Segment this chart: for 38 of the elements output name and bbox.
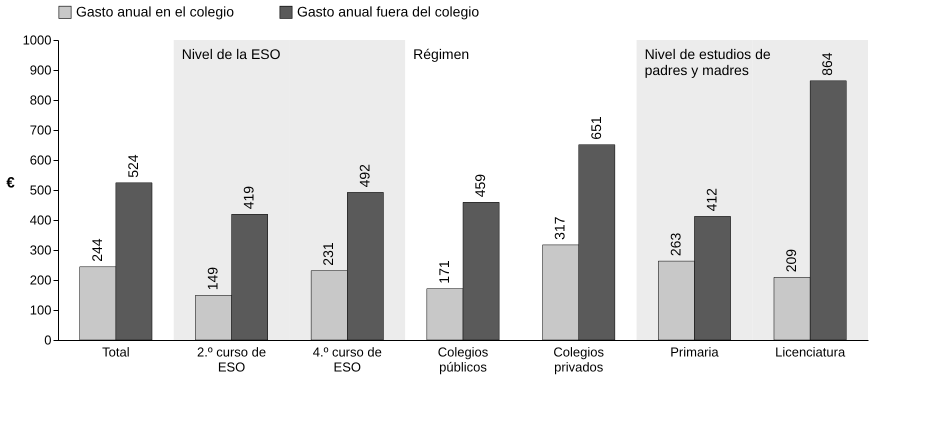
data-label: 492 xyxy=(356,164,372,188)
y-tick-label: 100 xyxy=(30,302,52,318)
y-axis-title: € xyxy=(6,174,16,192)
data-label: 412 xyxy=(704,188,720,212)
y-tick-label: 1000 xyxy=(22,32,52,48)
x-tick-label: 2.º curso de ESO xyxy=(197,344,266,374)
data-label: 209 xyxy=(783,248,800,272)
data-label: 149 xyxy=(204,266,220,290)
y-tick-label: 300 xyxy=(30,242,52,258)
data-label: 171 xyxy=(436,260,452,284)
data-label: 263 xyxy=(667,232,684,256)
y-tick-label: 200 xyxy=(30,272,52,288)
y-tick-label: 500 xyxy=(30,182,52,198)
data-label: 244 xyxy=(88,238,105,262)
band-label: Nivel de la ESO xyxy=(182,46,281,62)
y-tick-label: 0 xyxy=(44,332,52,348)
annotation: Régimen xyxy=(413,46,470,62)
data-label: 651 xyxy=(588,116,604,140)
y-tick-label: 600 xyxy=(30,152,52,168)
y-tick-label: 800 xyxy=(30,92,52,108)
y-tick-label: 400 xyxy=(30,212,52,228)
x-tick-label: Colegios públicos xyxy=(438,344,489,374)
data-label: 459 xyxy=(472,174,488,198)
legend-label: Gasto anual fuera del colegio xyxy=(297,3,480,20)
legend-label: Gasto anual en el colegio xyxy=(76,3,234,20)
data-label: 864 xyxy=(819,52,836,76)
data-label: 419 xyxy=(240,186,257,210)
data-label: 524 xyxy=(124,154,141,178)
x-tick-label: Total xyxy=(102,344,130,360)
x-tick-label: Colegios privados xyxy=(553,344,604,374)
y-tick-label: 900 xyxy=(30,62,52,78)
x-tick-label: Primaria xyxy=(670,344,720,360)
x-tick-label: 4.º curso de ESO xyxy=(312,344,382,374)
data-label: 231 xyxy=(320,242,336,266)
y-tick-label: 700 xyxy=(30,122,52,138)
x-tick-label: Licenciatura xyxy=(775,344,846,360)
data-label: 317 xyxy=(552,216,568,240)
band-label: Nivel de estudios de padres y madres xyxy=(644,46,771,78)
